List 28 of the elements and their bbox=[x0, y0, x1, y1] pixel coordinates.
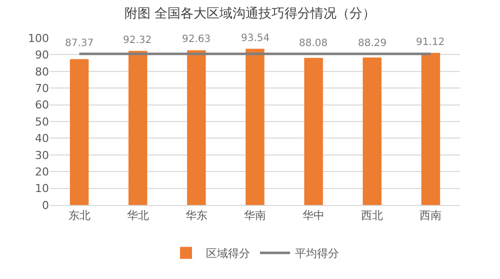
data-label: 87.37 bbox=[65, 38, 94, 49]
data-label: 93.54 bbox=[241, 33, 270, 44]
legend-label: 区域得分 bbox=[206, 247, 250, 260]
y-tick-label: 50 bbox=[35, 115, 49, 128]
y-tick-label: 70 bbox=[35, 82, 49, 95]
y-tick-label: 30 bbox=[35, 148, 49, 162]
x-tick-label: 华中 bbox=[302, 209, 325, 222]
x-tick-label: 西北 bbox=[361, 209, 384, 222]
data-label: 92.32 bbox=[123, 35, 152, 46]
y-tick-label: 100 bbox=[28, 32, 49, 45]
legend-label: 平均得分 bbox=[295, 247, 339, 260]
data-label: 91.12 bbox=[416, 37, 445, 48]
data-label: 88.29 bbox=[358, 38, 387, 49]
x-tick-label: 华南 bbox=[244, 209, 266, 222]
y-tick-label: 40 bbox=[35, 132, 49, 146]
y-tick-label: 20 bbox=[35, 165, 49, 178]
x-tick-label: 华北 bbox=[126, 209, 149, 222]
y-tick-label: 0 bbox=[42, 198, 49, 212]
y-tick-label: 90 bbox=[35, 48, 49, 62]
data-label: 88.08 bbox=[299, 38, 328, 49]
y-tick-label: 10 bbox=[35, 182, 49, 196]
y-tick-label: 60 bbox=[35, 98, 49, 112]
y-tick-label: 80 bbox=[35, 65, 49, 78]
chart-title: 附图 全国各大区域沟通技巧得分情况（分） bbox=[124, 6, 376, 22]
x-tick-label: 东北 bbox=[68, 209, 90, 222]
data-label: 92.63 bbox=[182, 34, 211, 45]
x-tick-label: 西南 bbox=[420, 209, 442, 222]
x-tick-label: 华东 bbox=[185, 209, 208, 222]
